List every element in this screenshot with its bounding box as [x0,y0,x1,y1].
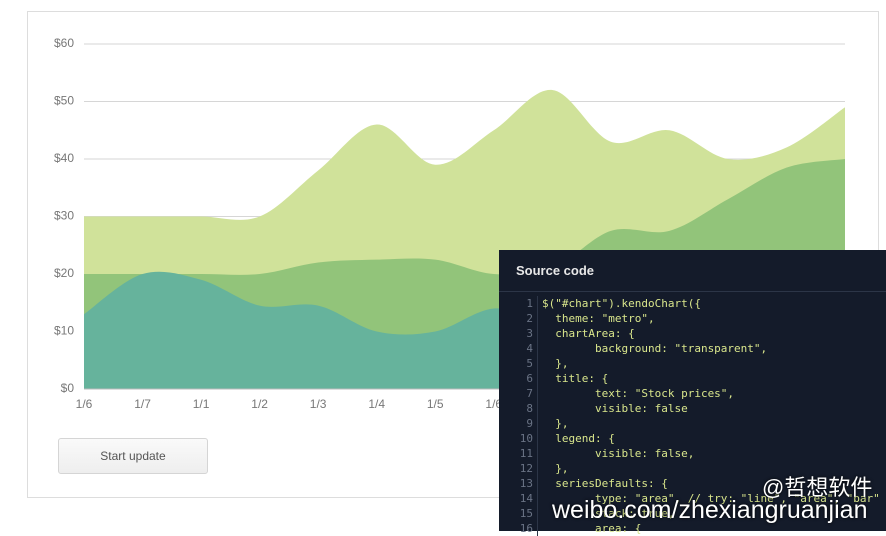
line-number: 3 [499,326,538,341]
line-number: 10 [499,431,538,446]
line-number: 15 [499,506,538,521]
code-text: }, [542,417,569,430]
y-tick-label: $0 [61,381,75,395]
x-tick-label: 1/5 [427,397,444,411]
code-line: 3 chartArea: { [499,326,880,341]
code-text: title: { [542,372,609,385]
line-number: 4 [499,341,538,356]
x-tick-label: 1/3 [310,397,327,411]
x-tick-label: 1/2 [251,397,268,411]
line-number: 9 [499,416,538,431]
x-tick-label: 1/4 [368,397,385,411]
panel-title: Source code [516,263,595,278]
separator [499,291,886,292]
y-tick-label: $50 [54,94,74,108]
code-line: 11 visible: false, [499,446,880,461]
x-tick-label: 1/6 [485,397,502,411]
code-text: stack: true, [542,507,675,520]
code-text: $("#chart").kendoChart({ [542,297,701,310]
line-number: 8 [499,401,538,416]
line-number: 1 [499,296,538,311]
code-line: 6 title: { [499,371,880,386]
code-line: 10 legend: { [499,431,880,446]
y-tick-label: $60 [54,36,74,50]
code-line: 2 theme: "metro", [499,311,880,326]
x-tick-label: 1/7 [134,397,151,411]
line-number: 2 [499,311,538,326]
code-text: }, [542,357,569,370]
code-text: chartArea: { [542,327,635,340]
watermark-url: weibo.com/zhexiangruanjian [552,496,868,524]
code-text: legend: { [542,432,615,445]
y-tick-label: $30 [54,209,74,223]
code-text: }, [542,462,569,475]
code-text: visible: false, [542,447,695,460]
code-line: 8 visible: false [499,401,880,416]
code-line: 9 }, [499,416,880,431]
code-line: 1 $("#chart").kendoChart({ [499,296,880,311]
x-tick-label: 1/6 [76,397,93,411]
line-number: 11 [499,446,538,461]
code-text: background: "transparent", [542,342,768,355]
code-line: 13 seriesDefaults: { [499,476,880,491]
start-update-button[interactable]: Start update [58,438,208,474]
line-number: 12 [499,461,538,476]
code-line: 4 background: "transparent", [499,341,880,356]
line-number: 5 [499,356,538,371]
code-line: 7 text: "Stock prices", [499,386,880,401]
code-line: 14 type: "area", // try: "line", "area",… [499,491,880,506]
code-line: 15 stack: true, [499,506,880,521]
line-number: 14 [499,491,538,506]
code-text: type: "area", // try: "line", "area", "b… [542,492,880,505]
line-number: 16 [499,521,538,536]
y-tick-label: $10 [54,324,74,338]
code-line: 5 }, [499,356,880,371]
code: 1 $("#chart").kendoChart({2 theme: "metro… [499,296,880,536]
code-panel: Source code 1 $("#chart").kendoChart({2 t… [499,250,886,536]
code-text: text: "Stock prices", [542,387,735,400]
watermark-handle: @哲想软件 [762,475,873,500]
line-number: 7 [499,386,538,401]
code-text: visible: false [542,402,688,415]
line-number: 13 [499,476,538,491]
code-text: seriesDefaults: { [542,477,668,490]
line-number: 6 [499,371,538,386]
y-tick-label: $20 [54,266,74,280]
x-tick-label: 1/1 [193,397,210,411]
code-text: theme: "metro", [542,312,655,325]
code-line: 12 }, [499,461,880,476]
y-tick-label: $40 [54,151,74,165]
